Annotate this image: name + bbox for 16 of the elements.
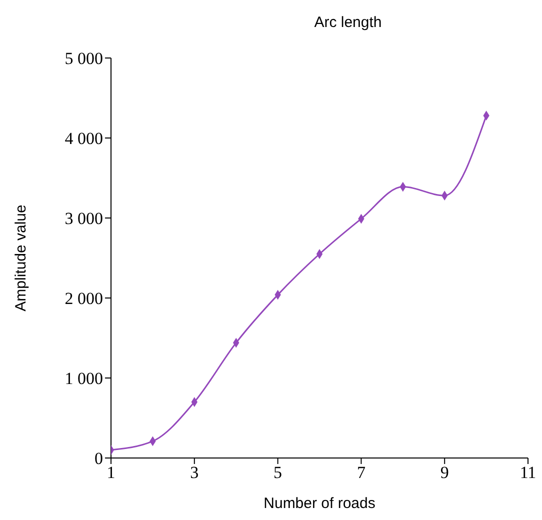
x-axis-title: Number of roads — [264, 495, 376, 512]
x-tick-label: 3 — [190, 463, 199, 482]
x-tick-label: 11 — [520, 463, 536, 482]
x-tick-label: 5 — [274, 463, 282, 482]
y-tick-label: 1 000 — [64, 369, 103, 388]
y-tick-label: 0 — [94, 449, 103, 468]
chart-title: Arc length — [313, 14, 383, 31]
y-tick-label: 3 000 — [64, 209, 103, 228]
x-tick-label: 9 — [440, 463, 449, 482]
y-tick-label: 2 000 — [64, 289, 103, 308]
x-tick-label: 7 — [356, 463, 366, 482]
y-tick-label: 5 000 — [64, 49, 103, 68]
y-axis-title: Amplitude value — [12, 204, 30, 312]
point — [191, 398, 198, 406]
x-tick-label: 1 — [106, 463, 116, 482]
y-tick-label: 4 000 — [64, 129, 103, 148]
